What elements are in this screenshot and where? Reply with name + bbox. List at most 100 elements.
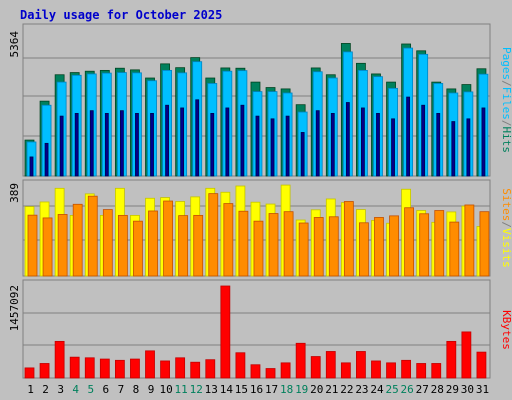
bar-sites-day-23 [359,222,369,277]
bar-kbytes-day-17 [265,368,276,379]
x-label-day-8: 8 [133,383,140,396]
bar-sites-day-28 [434,210,445,277]
bar-sites-day-6 [102,209,113,277]
x-label-day-30: 30 [461,383,474,396]
bar-kbytes-day-14 [220,285,231,379]
bar-pages-day-31 [481,107,486,177]
bar-sites-day-20 [313,217,324,277]
bar-pages-day-18 [285,115,290,177]
bar-kbytes-day-18 [280,362,291,379]
legend-entry-visits: Visits [500,228,512,268]
legend-entry-pages: Pages [500,47,512,80]
bar-kbytes-day-20 [310,356,321,379]
bar-pages-day-2 [44,142,49,177]
bar-pages-day-7 [119,110,124,177]
bar-kbytes-day-2 [39,363,50,379]
x-label-day-19: 19 [295,383,308,396]
x-label-day-9: 9 [148,383,155,396]
legend-entry-hits: Hits [500,127,512,154]
bar-pages-day-20 [315,110,320,177]
bar-kbytes-day-30 [461,331,472,379]
bar-sites-day-19 [298,222,309,277]
bar-pages-day-19 [300,132,305,177]
bar-pages-day-21 [330,112,335,177]
x-label-day-6: 6 [103,383,110,396]
bar-pages-day-30 [466,118,471,177]
bar-kbytes-day-8 [130,358,140,379]
bar-kbytes-day-6 [99,358,110,379]
bar-sites-day-17 [268,213,279,277]
bar-kbytes-day-19 [295,342,306,379]
bar-sites-day-4 [72,203,83,277]
bar-pages-day-25 [391,118,395,177]
x-label-day-26: 26 [401,383,414,396]
x-label-day-7: 7 [118,383,125,396]
bar-kbytes-day-25 [386,362,396,379]
bar-sites-day-1 [27,214,38,277]
bar-pages-day-4 [74,112,79,177]
x-label-day-13: 13 [205,383,218,396]
x-label-day-23: 23 [355,383,368,396]
bar-kbytes-day-3 [54,340,65,379]
bar-kbytes-day-27 [416,363,427,379]
bar-pages-day-29 [451,121,456,177]
bar-kbytes-day-23 [356,351,366,379]
bar-pages-day-28 [436,112,441,177]
bar-kbytes-day-12 [190,361,201,379]
bar-pages-day-15 [240,104,245,177]
bar-sites-day-14 [223,203,234,277]
bar-sites-day-16 [253,220,264,277]
bar-pages-day-12 [195,99,200,177]
bar-pages-day-22 [345,102,350,177]
bar-sites-day-9 [148,210,158,277]
x-label-day-1: 1 [27,383,34,396]
bar-sites-day-26 [404,207,415,277]
legend-entry-sep: / [500,120,512,127]
x-label-day-4: 4 [72,383,79,396]
x-label-day-11: 11 [175,383,188,396]
x-label-day-29: 29 [446,383,459,396]
x-label-day-15: 15 [235,383,248,396]
legend-entry-sites: Sites [500,188,512,221]
bar-sites-day-5 [87,195,98,277]
bar-pages-day-24 [376,112,380,177]
bar-pages-day-27 [421,104,426,177]
x-label-day-10: 10 [159,383,172,396]
bar-kbytes-day-7 [114,359,125,379]
bar-sites-day-22 [343,201,354,277]
bar-sites-day-7 [117,214,128,277]
bar-sites-day-8 [133,220,143,277]
bar-kbytes-day-29 [446,340,457,379]
bar-kbytes-day-15 [235,352,246,379]
bar-kbytes-day-22 [340,362,351,379]
bar-kbytes-day-24 [371,360,381,379]
x-label-day-25: 25 [385,383,398,396]
bar-sites-day-31 [479,211,490,277]
bar-pages-day-8 [135,112,139,177]
x-label-day-18: 18 [280,383,293,396]
bar-sites-day-29 [449,221,460,277]
x-label-day-17: 17 [265,383,278,396]
bar-pages-day-6 [104,112,109,177]
x-label-day-27: 27 [416,383,429,396]
legend-0: Pages/Files/Hits [500,47,512,153]
bar-pages-day-26 [406,96,411,177]
legend-1: Sites/Visits [500,188,512,268]
legend-entry-sep: / [500,80,512,87]
x-label-day-22: 22 [340,383,353,396]
legend-entry-sep: / [500,221,512,228]
x-label-day-31: 31 [476,383,489,396]
x-label-day-24: 24 [370,383,384,396]
bar-kbytes-day-1 [24,367,35,379]
bar-kbytes-day-4 [69,356,80,379]
bar-pages-day-9 [150,112,154,177]
x-label-day-2: 2 [42,383,49,396]
x-label-day-21: 21 [325,383,338,396]
bar-pages-day-10 [165,104,169,177]
legend-entry-kbytes: KBytes [500,310,512,350]
legend-2: KBytes [500,310,512,350]
bar-kbytes-day-5 [84,357,95,379]
bar-pages-day-16 [255,115,260,177]
bar-sites-day-25 [389,215,399,277]
